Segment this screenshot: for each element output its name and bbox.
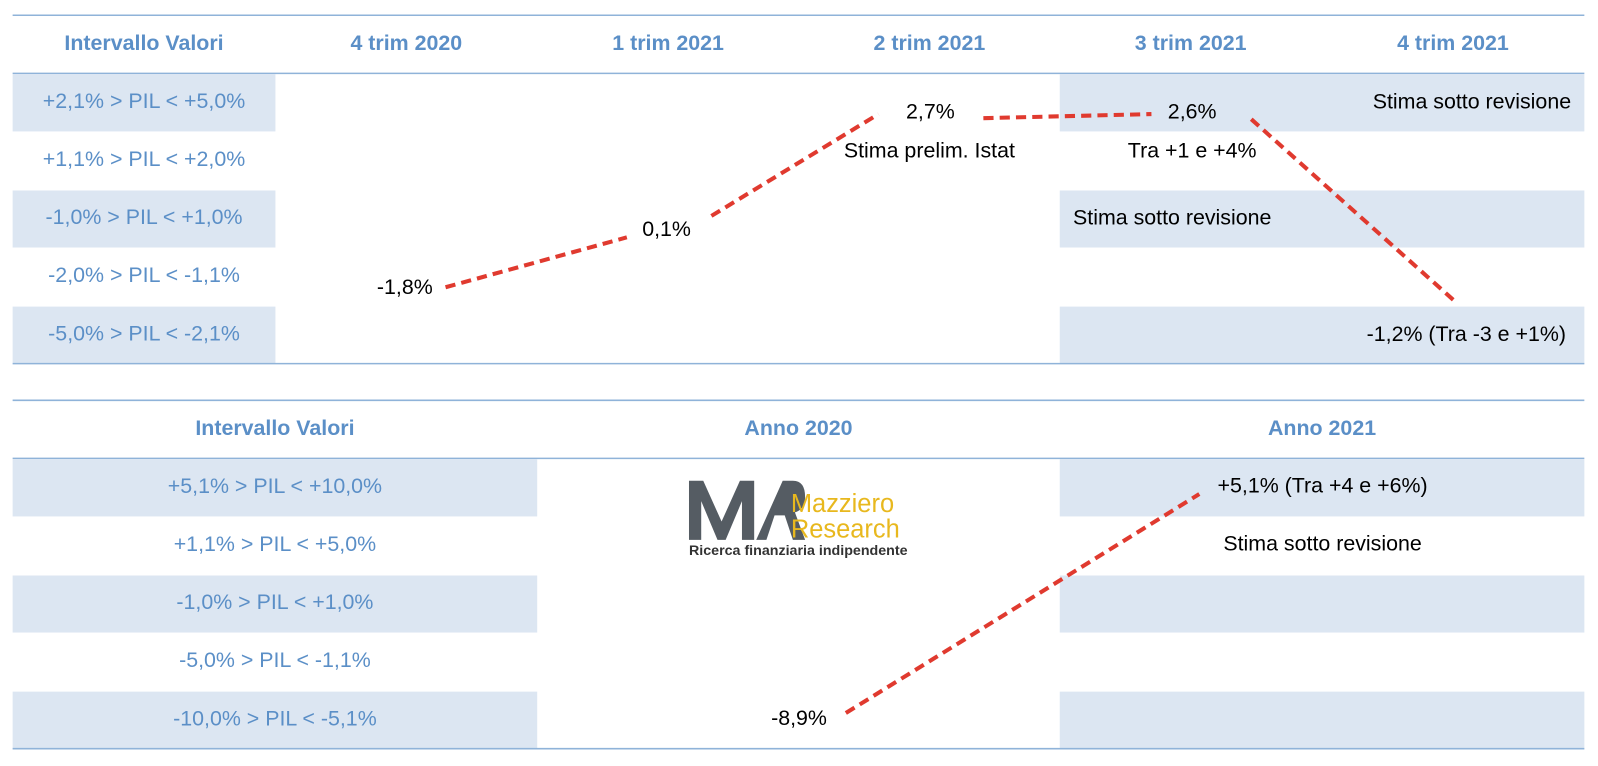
cell-shade <box>1059 306 1585 364</box>
annotation: 2,6% <box>1168 100 1217 124</box>
row-label: +1,1% > PIL < +5,0% <box>174 532 376 556</box>
annotation: -1,2% (Tra -3 e +1%) <box>1367 322 1566 346</box>
column-header: 4 trim 2020 <box>350 31 462 55</box>
column-header: Anno 2021 <box>1268 416 1376 440</box>
logo-r <box>756 480 806 540</box>
annotation: 0,1% <box>642 217 691 241</box>
trend-line <box>710 112 880 218</box>
annotation: Stima prelim. Istat <box>844 138 1015 162</box>
row-label: -10,0% > PIL < -5,1% <box>173 706 377 730</box>
annotation: +5,1% (Tra +4 e +6%) <box>1218 474 1428 498</box>
logo-tagline: Ricerca finanziaria indipendente <box>689 543 908 559</box>
cell-shade <box>1059 74 1585 132</box>
column-header: 3 trim 2021 <box>1135 31 1247 55</box>
row-label: +5,1% > PIL < +10,0% <box>168 474 382 498</box>
row-label: -2,0% > PIL < -1,1% <box>48 263 240 287</box>
column-header: 4 trim 2021 <box>1397 31 1509 55</box>
row-label: -5,0% > PIL < -2,1% <box>48 321 240 345</box>
trend-line <box>444 235 628 290</box>
cell-shade <box>1059 575 1585 633</box>
annotation: Stima sotto revisione <box>1073 206 1271 230</box>
row-label: -1,0% > PIL < +1,0% <box>45 205 242 229</box>
cell-shade <box>12 691 538 749</box>
annotation: Stima sotto revisione <box>1223 532 1421 556</box>
cell-shade <box>1059 691 1585 749</box>
annotation: -8,9% <box>771 706 827 730</box>
cell-shade <box>1059 190 1585 248</box>
cell-shade <box>12 306 276 364</box>
column-header: Intervallo Valori <box>64 31 223 55</box>
row-label: -5,0% > PIL < -1,1% <box>179 648 371 672</box>
annotation: -1,8% <box>377 275 433 299</box>
column-header: 1 trim 2021 <box>612 31 724 55</box>
trend-line <box>983 112 1152 121</box>
cell-shade <box>12 74 276 132</box>
cell-shade <box>12 190 276 248</box>
logo-m <box>688 480 755 540</box>
trend-line <box>1249 117 1456 303</box>
logo-line1: Mazziero <box>791 490 894 518</box>
row-label: +2,1% > PIL < +5,0% <box>43 89 245 113</box>
row-label: +1,1% > PIL < +2,0% <box>43 147 245 171</box>
logo: Mazziero Research Ricerca finanziaria in… <box>688 480 908 559</box>
annotation: Tra +1 e +4% <box>1128 138 1257 162</box>
cell-shade <box>12 575 538 633</box>
annotation: Stima sotto revisione <box>1373 90 1571 114</box>
cell-shade <box>1059 459 1585 517</box>
row-label: -1,0% > PIL < +1,0% <box>176 590 373 614</box>
column-header: Intervallo Valori <box>195 416 354 440</box>
trend-line <box>844 492 1201 715</box>
cell-shade <box>12 459 538 517</box>
trend-lines <box>444 112 1456 715</box>
logo-line2: Research <box>791 515 900 543</box>
column-header: 2 trim 2021 <box>874 31 986 55</box>
annotation: 2,7% <box>906 100 955 124</box>
column-header: Anno 2020 <box>744 416 852 440</box>
